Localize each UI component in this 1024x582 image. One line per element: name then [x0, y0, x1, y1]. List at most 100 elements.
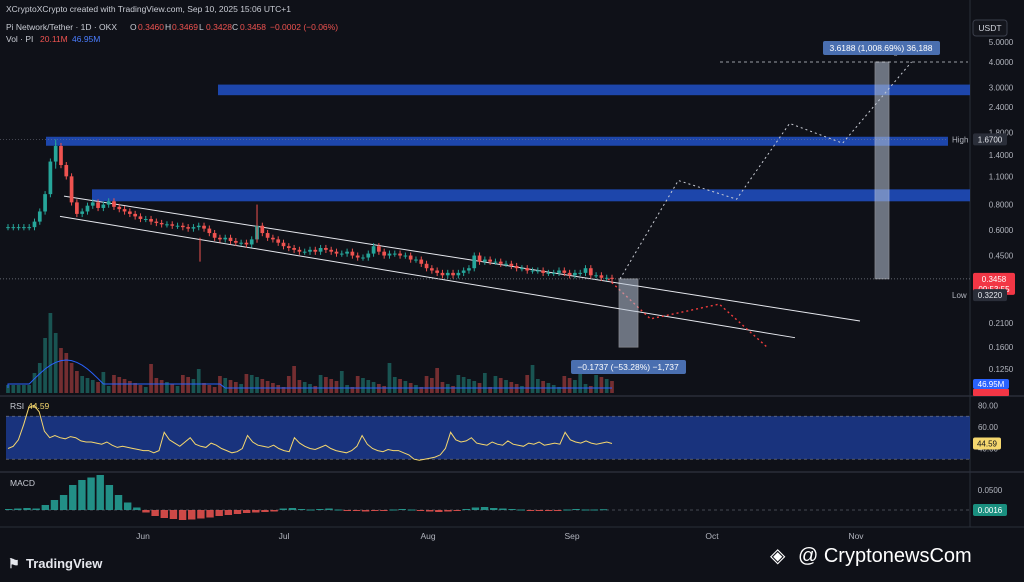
volume-bar [398, 379, 402, 393]
macd-histogram-bar [361, 510, 370, 512]
volume-bar [573, 380, 577, 393]
volume-bar [366, 380, 371, 393]
macd-histogram-bar [59, 495, 68, 510]
volume-ma-badge-text: 46.95M [978, 380, 1005, 389]
macd-histogram-bar [5, 509, 13, 510]
candle-body [467, 268, 471, 271]
candle-body [610, 277, 614, 279]
candle-body [43, 194, 47, 212]
volume-bar [451, 386, 455, 393]
rsi-value-badge [973, 437, 1001, 450]
volume-bar [22, 385, 26, 393]
candle-body [535, 270, 540, 272]
volume-bar [456, 375, 461, 393]
candle-body [313, 249, 318, 252]
target-measure-label: 3.6188 (1,008.69%) 36,188 [829, 43, 932, 53]
volume-bar [435, 368, 440, 393]
price-axis-tick: 0.1250 [989, 365, 1014, 374]
volume-bar [339, 371, 344, 393]
drop-measure-box [618, 278, 639, 348]
volume-ma-line [7, 359, 612, 389]
time-axis-tick: Aug [420, 531, 435, 541]
macd-histogram-bar [151, 510, 159, 516]
resistance-zone [46, 136, 948, 146]
volume-bar [59, 348, 63, 393]
candle-body [249, 239, 254, 245]
candle-body [6, 227, 10, 229]
tradingview-logo-text: TradingView [26, 556, 103, 571]
bearish-projection [607, 278, 768, 348]
time-axis: Jun Jul Aug Sep Oct Nov [136, 531, 864, 541]
volume-bar [482, 373, 487, 393]
volume-bar [557, 387, 561, 393]
candle-body [419, 259, 424, 264]
macd-histogram-bar [288, 508, 297, 510]
volume-bar [567, 378, 572, 393]
candle-body [324, 247, 328, 250]
price-axis-tick: 1.4000 [989, 151, 1014, 160]
macd-histogram-bar [389, 509, 397, 511]
volume-bar [392, 377, 397, 393]
volume-bar [361, 378, 365, 393]
candle-body [90, 202, 95, 206]
volume-bar [504, 380, 508, 393]
candle-body [265, 233, 270, 238]
cryptonews-watermark: ◈ @ CryptonewsCom [770, 545, 972, 567]
descending-channel [0, 139, 970, 339]
candle-body [504, 263, 508, 265]
candle-body [445, 272, 450, 276]
candle-body [223, 237, 228, 240]
currency-button-label[interactable]: USDT [978, 23, 1001, 33]
volume-bar [143, 387, 148, 393]
price-axis-tick: 0.6000 [989, 226, 1014, 235]
volume-bar [133, 383, 138, 393]
candle-body [578, 272, 583, 274]
candle-body [408, 255, 413, 260]
candle-body [530, 270, 535, 272]
candle-body [80, 211, 85, 214]
volume-bar [90, 380, 95, 393]
candle-body [318, 247, 323, 252]
candle-body [276, 239, 281, 243]
measure-tools: 3.6188 (1,008.69%) 36,188 −0.1737 (−53.28… [571, 41, 940, 374]
volume-bar [260, 379, 265, 393]
candle-body [435, 270, 440, 273]
macd-histogram-bar [526, 510, 535, 511]
rsi-axis-tick: 60.00 [978, 423, 999, 432]
candle-body [101, 204, 106, 208]
macd-histogram-bar [96, 475, 104, 510]
macd-histogram-bar [517, 509, 525, 511]
macd-histogram-bar [206, 510, 214, 518]
price-axis-tick: 0.2100 [989, 319, 1014, 328]
candle-body [191, 227, 196, 229]
macd-histogram-bar [453, 510, 461, 511]
macd-histogram-bar [572, 509, 580, 510]
macd-histogram-bar [242, 510, 251, 513]
candle-body [112, 201, 116, 207]
price-axis-tick: 0.1600 [989, 343, 1014, 352]
candle-body [308, 249, 312, 252]
candle-body [461, 270, 466, 273]
rsi-label: RSI [10, 401, 24, 411]
time-axis-tick: Jun [136, 531, 150, 541]
macd-histogram-bar [407, 509, 416, 511]
volume-bar [276, 385, 281, 393]
volume-bar [32, 373, 37, 393]
volume-bar [530, 365, 535, 393]
volume-bar [27, 385, 32, 393]
ohlc-change: −0.0002 (−0.06%) [270, 22, 338, 32]
candle-body [520, 268, 524, 270]
macd-histogram-bar [197, 510, 205, 519]
ohlc-low: 0.3428 [206, 22, 232, 32]
candle-body [64, 165, 69, 177]
macd-histogram-bar [261, 510, 269, 512]
volume-bar [525, 375, 530, 393]
currency-button[interactable] [972, 19, 1008, 37]
high-value-badge [973, 133, 1007, 146]
target-measure-label-bg [823, 41, 940, 55]
volume-bar [578, 370, 583, 393]
candle-body [573, 272, 577, 276]
volume-bar [467, 379, 471, 393]
